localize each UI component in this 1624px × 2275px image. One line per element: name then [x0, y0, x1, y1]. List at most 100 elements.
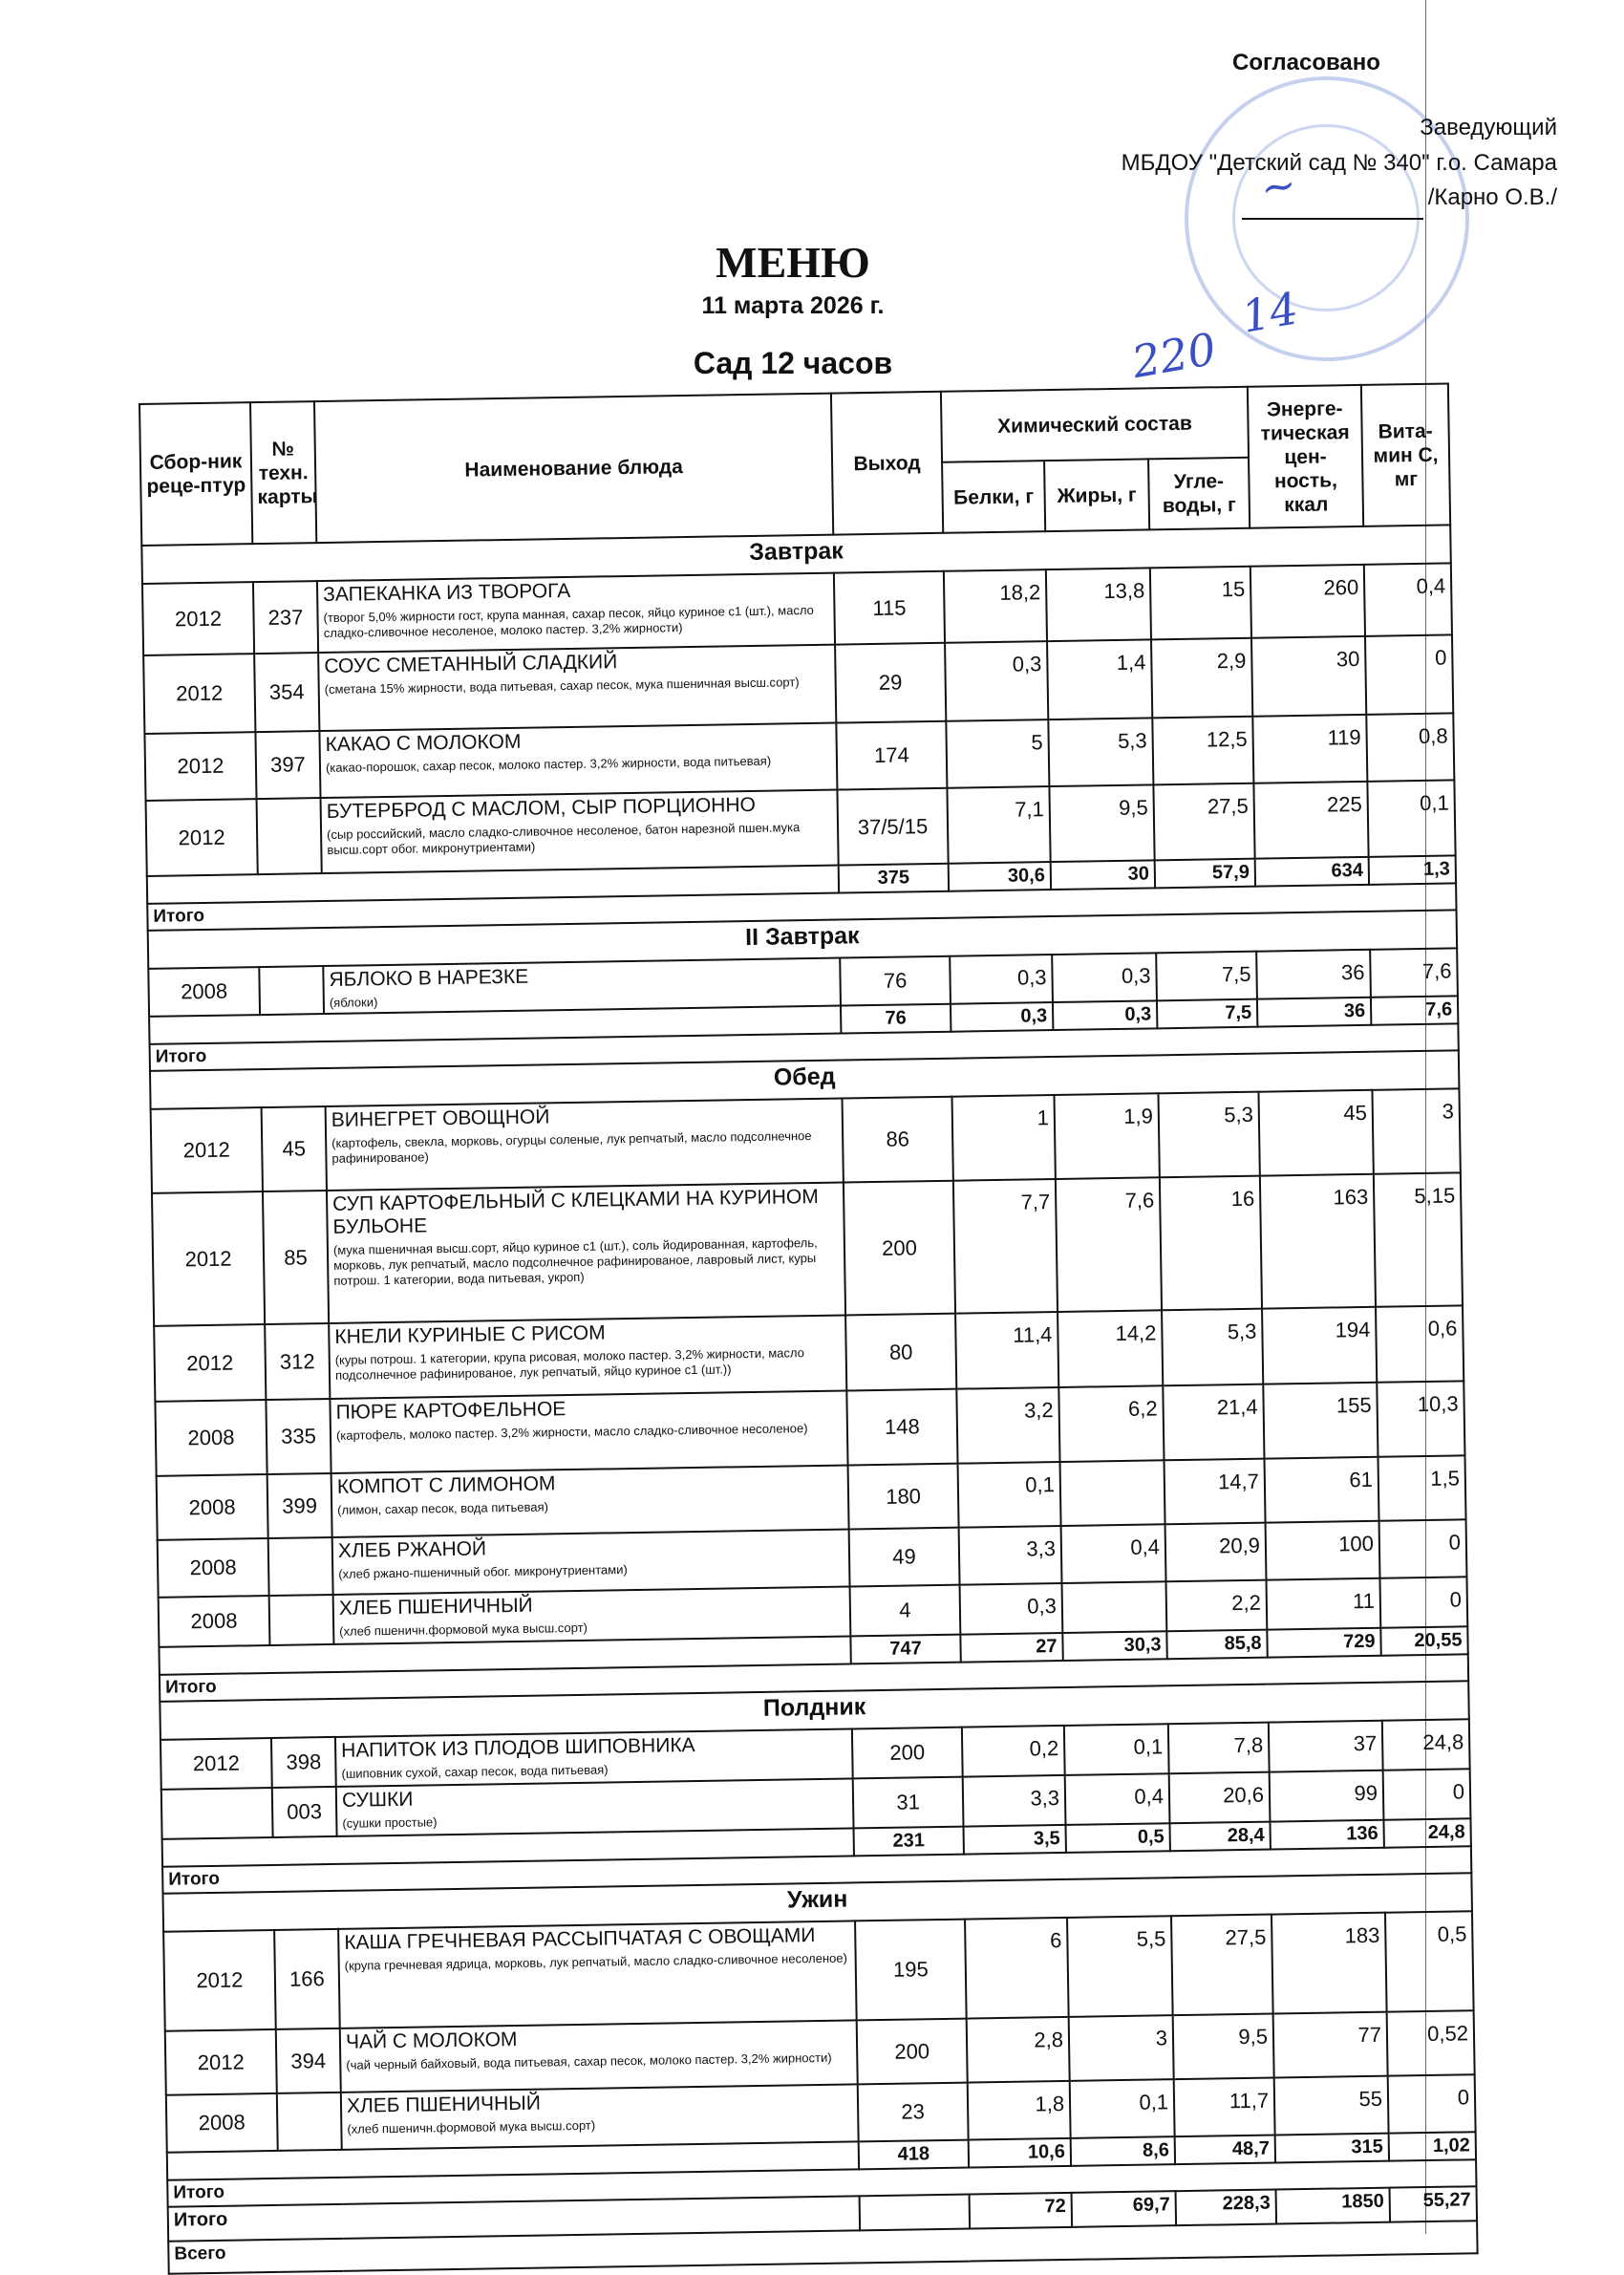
tech-card-number	[256, 798, 322, 875]
tech-card-number: 312	[265, 1322, 331, 1401]
dish-row: 2012 85 СУП КАРТОФЕЛЬНЫЙ С КЛЕЦКАМИ НА КУР…	[151, 1172, 1464, 1326]
energy-value: 11	[1266, 1577, 1381, 1630]
dish-cell: ХЛЕБ ПШЕНИЧНЫЙ (хлеб пшеничн.формовой мук…	[332, 1586, 851, 1644]
grand-total-value	[859, 2194, 971, 2231]
recipe-collection: 2012	[160, 1737, 272, 1790]
dish-name: СОУС СМЕТАННЫЙ СЛАДКИЙ	[324, 651, 618, 677]
energy-value: 37	[1268, 1720, 1383, 1772]
recipe-collection	[160, 1787, 273, 1839]
vitamin-c-value: 0,1	[1367, 780, 1456, 857]
dish-cell: СУП КАРТОФЕЛЬНЫЙ С КЛЕЦКАМИ НА КУРИНОМ Б…	[326, 1182, 846, 1323]
dish-ingredients: (сыр российский, масло сладко-сливочное …	[326, 820, 801, 857]
fat-value: 0,3	[1052, 953, 1157, 1003]
protein-value: 0,3	[945, 641, 1049, 721]
vitamin-c-value: 0,6	[1376, 1305, 1464, 1383]
output-value: 49	[848, 1527, 960, 1587]
tech-card-number: 394	[275, 2028, 341, 2093]
subtotal-value: 1,02	[1388, 2132, 1477, 2161]
energy-value: 155	[1263, 1382, 1378, 1459]
fat-value: 1,9	[1054, 1093, 1160, 1180]
grand-total-value: 228,3	[1175, 2189, 1277, 2226]
grand-total-value: 72	[969, 2192, 1073, 2229]
vitamin-c-value: 0,5	[1384, 1911, 1474, 2012]
dish-cell: ХЛЕБ ПШЕНИЧНЫЙ (хлеб пшеничн.формовой мук…	[340, 2084, 859, 2150]
energy-value: 119	[1252, 714, 1368, 783]
subtotal-value: 7,6	[1370, 996, 1459, 1025]
carbs-value: 11,7	[1173, 2077, 1275, 2137]
dish-cell: ЧАЙ С МОЛОКОМ (чай черный байховый, вода …	[339, 2020, 858, 2093]
recipe-collection: 2012	[145, 799, 258, 876]
carbs-value: 5,3	[1162, 1308, 1264, 1386]
carbs-value: 15	[1149, 566, 1252, 640]
dish-ingredients: (чай черный байховый, вода питьевая, сах…	[346, 2050, 832, 2072]
dish-name: КАША ГРЕЧНЕВАЯ РАССЫПЧАТАЯ С ОВОЩАМИ	[344, 1924, 816, 1954]
tech-card-number	[276, 2092, 342, 2151]
header-energy: Энерге-тическая цен-ность, ккал	[1247, 384, 1364, 528]
protein-value: 5	[946, 719, 1050, 788]
dish-name: ПЮРЕ КАРТОФЕЛЬНОЕ	[335, 1398, 566, 1424]
fat-value: 7,6	[1055, 1177, 1163, 1313]
energy-value: 183	[1271, 1912, 1387, 2014]
subtotal-value: 0,3	[950, 1002, 1054, 1032]
vitamin-c-value: 1,5	[1378, 1455, 1466, 1521]
fat-value: 5,3	[1048, 718, 1154, 787]
dish-name: НАПИТОК ИЗ ПЛОДОВ ШИПОВНИКА	[340, 1734, 695, 1762]
dish-name: ХЛЕБ РЖАНОЙ	[337, 1537, 487, 1562]
output-value: 76	[840, 955, 951, 1006]
recipe-collection: 2012	[163, 1929, 276, 2031]
approval-org: МБДОУ "Детский сад № 340" г.о. Самара	[1121, 150, 1557, 176]
dish-cell: ВИНЕГРЕТ ОВОЩНОЙ (картофель, свекла, морк…	[325, 1098, 844, 1191]
dish-name: КОМПОТ С ЛИМОНОМ	[336, 1472, 556, 1498]
subtotal-value: 85,8	[1166, 1629, 1268, 1660]
menu-subtitle: Сад 12 часов	[693, 346, 893, 380]
dish-ingredients: (крупа гречневая ядрица, морковь, лук ре…	[344, 1950, 848, 1973]
protein-value: 2,8	[966, 2016, 1070, 2083]
tech-card-number	[267, 1536, 333, 1597]
carbs-value: 12,5	[1152, 716, 1254, 785]
subtotal-value: 24,8	[1383, 1818, 1471, 1848]
fat-value: 0,1	[1069, 2079, 1175, 2138]
fat-value	[1061, 1581, 1167, 1633]
recipe-collection: 2012	[151, 1191, 266, 1326]
dish-cell: КАКАО С МОЛОКОМ (какао-порошок, сахар пес…	[319, 722, 838, 799]
recipe-collection: 2008	[165, 2093, 278, 2153]
vitamin-c-value: 0	[1365, 634, 1454, 715]
fat-value: 3	[1068, 2015, 1174, 2081]
dish-cell: НАПИТОК ИЗ ПЛОДОВ ШИПОВНИКА (шиповник сух…	[334, 1728, 853, 1787]
dish-ingredients: (мука пшеничная высш.сорт, яйцо куриное …	[332, 1234, 818, 1288]
dish-cell: ХЛЕБ РЖАНОЙ (хлеб ржано-пшеничный обог. м…	[331, 1529, 850, 1595]
energy-value: 36	[1256, 949, 1371, 999]
dish-ingredients: (лимон, сахар песок, вода питьевая)	[337, 1499, 549, 1517]
subtotal-value: 48,7	[1174, 2135, 1276, 2165]
vitamin-c-value: 0	[1379, 1577, 1468, 1628]
dish-cell: КНЕЛИ КУРИНЫЕ С РИСОМ (куры потрош. 1 кат…	[329, 1315, 847, 1399]
vitamin-c-value: 0	[1382, 1769, 1471, 1820]
grand-total-value: 1850	[1275, 2187, 1391, 2224]
tech-card-number: 85	[262, 1191, 330, 1325]
tech-card-number: 45	[261, 1106, 327, 1192]
output-value: 86	[842, 1096, 953, 1183]
carbs-value: 20,6	[1168, 1771, 1271, 1824]
dish-name: ЯБЛОКО В НАРЕЗКЕ	[329, 965, 529, 991]
output-value: 37/5/15	[837, 787, 949, 866]
vitamin-c-value: 3	[1372, 1088, 1461, 1174]
header-output: Выход	[830, 391, 944, 535]
page-title: МЕНЮ	[716, 238, 870, 287]
subtotal-value: 418	[858, 2139, 970, 2170]
dish-ingredients: (хлеб ржано-пшеничный обог. микронутриен…	[338, 1562, 628, 1581]
carbs-value: 27,5	[1171, 1914, 1273, 2016]
protein-value: 1,8	[967, 2080, 1071, 2140]
dish-ingredients: (хлеб пшеничн.формовой мука высш.сорт)	[347, 2117, 596, 2136]
dish-ingredients: (шиповник сухой, сахар песок, вода питье…	[341, 1762, 609, 1781]
header-card: № техн. карты	[250, 401, 318, 545]
dish-cell: СУШКИ (сушки простые)	[335, 1778, 854, 1836]
output-value: 115	[833, 570, 946, 645]
dish-name: ЧАЙ С МОЛОКОМ	[345, 2028, 518, 2053]
recipe-collection: 2008	[155, 1400, 267, 1476]
energy-value: 77	[1272, 2011, 1388, 2078]
protein-value: 0,3	[950, 955, 1053, 1004]
energy-value: 260	[1250, 564, 1366, 638]
tech-card-number: 166	[274, 1928, 340, 2029]
dish-name: СУП КАРТОФЕЛЬНЫЙ С КЛЕЦКАМИ НА КУРИНОМ Б…	[332, 1185, 819, 1238]
vitamin-c-value: 7,6	[1370, 948, 1458, 998]
